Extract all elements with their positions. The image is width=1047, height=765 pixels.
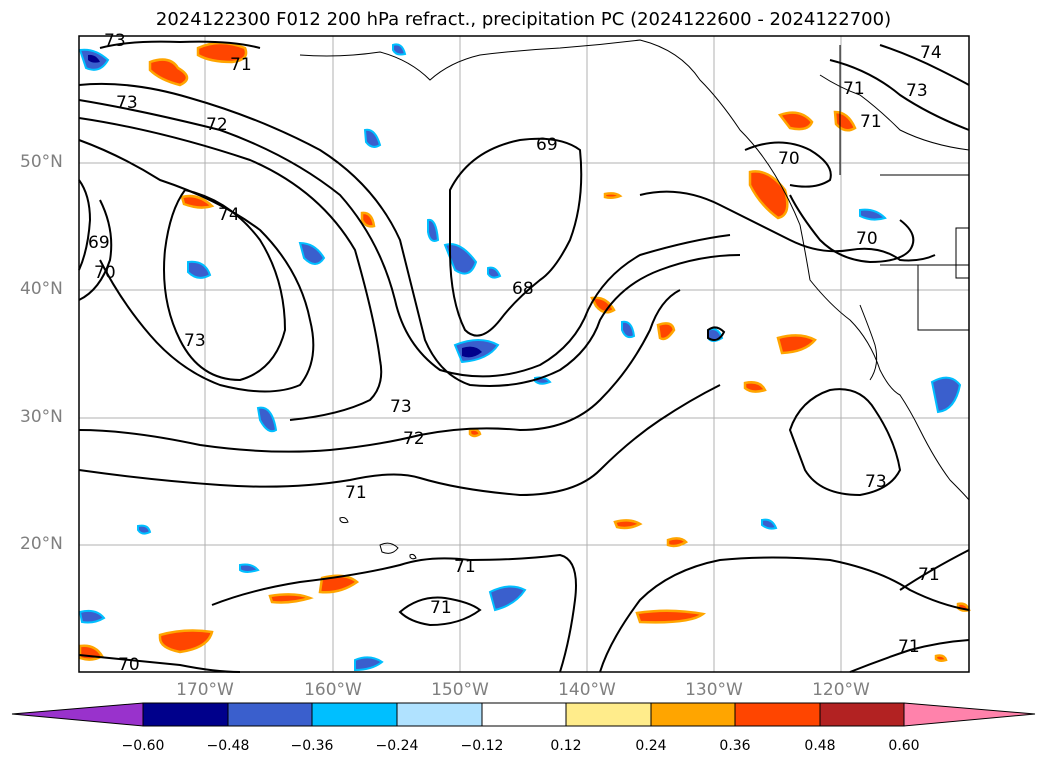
lon-label-170w: 170°W [176,680,234,700]
precip-patches [78,41,971,672]
contour-label: 73 [906,81,928,101]
contour-label: 73 [184,331,206,351]
contour-labels: 73 71 73 72 74 69 70 68 73 73 72 71 69 7… [88,31,942,675]
lat-label-30n: 30°N [20,407,63,427]
lat-label-50n: 50°N [20,152,63,172]
lon-label-140w: 140°W [558,680,616,700]
colorbar-lower-extend [11,702,144,727]
colorbar-tick: −0.24 [375,738,419,754]
colorbar-upper-extend [903,702,1036,727]
contour-label: 71 [454,557,476,577]
contour-label: 71 [430,598,452,618]
contour-label: 73 [865,472,887,492]
colorbar-tick: 0.60 [888,738,920,754]
contour-label: 70 [778,149,800,169]
contour-label: 69 [536,135,558,155]
contour-label: 70 [94,263,116,283]
lat-label-40n: 40°N [20,279,63,299]
contour-label: 74 [920,43,942,63]
lon-label-120w: 120°W [812,680,870,700]
colorbar-tick: 0.48 [804,738,836,754]
colorbar-tick: −0.60 [121,738,165,754]
contour-label: 72 [206,115,228,135]
contour-label: 73 [116,93,138,113]
contour-label: 70 [856,229,878,249]
contour-label: 73 [104,31,126,51]
colorbar [11,702,1036,727]
contour-label: 69 [88,233,110,253]
contour-label: 71 [898,637,920,657]
contour-label: 73 [390,397,412,417]
contour-label: 71 [230,55,252,75]
colorbar-tick: 0.12 [550,738,582,754]
lon-label-150w: 150°W [431,680,489,700]
colorbar-tick: 0.24 [635,738,667,754]
contour-label: 74 [218,205,240,225]
map-title: 2024122300 F012 200 hPa refract., precip… [155,9,892,30]
contour-label: 68 [512,279,534,299]
lat-label-20n: 20°N [20,534,63,554]
colorbar-tick: −0.12 [460,738,504,754]
contour-label: 71 [843,79,865,99]
contour-label: 71 [345,483,367,503]
plot-frame [78,35,970,673]
lon-label-160w: 160°W [304,680,362,700]
contour-label: 70 [118,655,140,675]
contour-label: 71 [918,565,940,585]
colorbar-tick: −0.36 [290,738,334,754]
plot-area [79,36,969,672]
lon-label-130w: 130°W [685,680,743,700]
isolines [78,40,970,673]
colorbar-tick: 0.36 [719,738,751,754]
coastlines [299,39,970,560]
contour-label: 72 [403,429,425,449]
contour-label: 71 [860,112,882,132]
colorbar-tick: −0.48 [206,738,250,754]
